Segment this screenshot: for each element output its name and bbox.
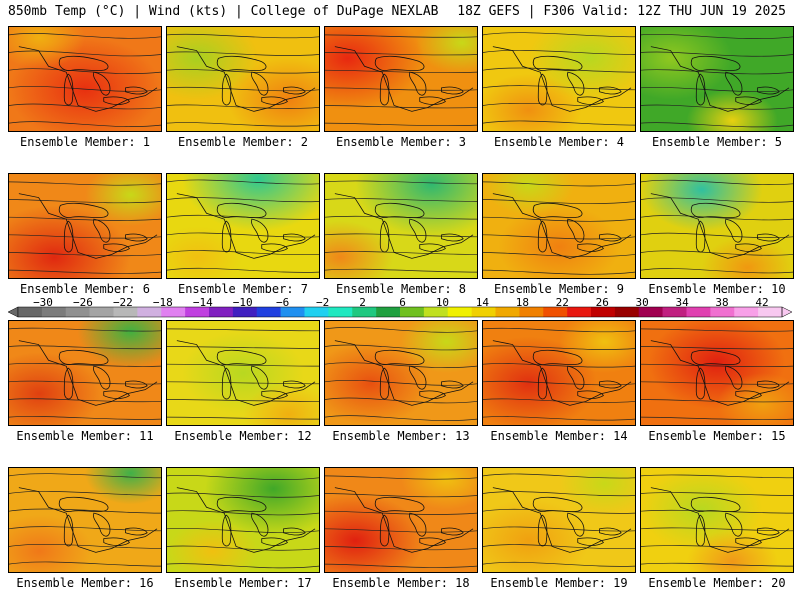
temperature-field <box>641 468 793 572</box>
temperature-field <box>9 27 161 131</box>
temperature-field <box>325 468 477 572</box>
ensemble-member-label: Ensemble Member: 4 <box>493 135 625 149</box>
temperature-field <box>483 321 635 425</box>
ensemble-member-map <box>324 173 478 279</box>
colorbar-tick: 10 <box>435 296 450 309</box>
temperature-field <box>9 174 161 278</box>
ensemble-member-label: Ensemble Member: 15 <box>648 429 786 443</box>
temperature-field <box>167 468 319 572</box>
colorbar-tick: −18 <box>152 296 173 309</box>
temperature-field <box>325 27 477 131</box>
ensemble-member-label: Ensemble Member: 16 <box>16 576 154 590</box>
temperature-field <box>641 321 793 425</box>
ensemble-member-map <box>324 26 478 132</box>
colorbar-tick: −30 <box>33 296 53 309</box>
ensemble-member-map <box>166 320 320 426</box>
temperature-field <box>167 174 319 278</box>
ensemble-member-label: Ensemble Member: 13 <box>332 429 470 443</box>
temperature-field <box>641 174 793 278</box>
ensemble-member-label: Ensemble Member: 19 <box>490 576 628 590</box>
ensemble-member-label: Ensemble Member: 2 <box>177 135 309 149</box>
temperature-field <box>641 27 793 131</box>
ensemble-member-map <box>166 173 320 279</box>
temperature-colorbar <box>8 306 792 318</box>
ensemble-member-map <box>324 320 478 426</box>
temperature-field <box>9 321 161 425</box>
colorbar-tick: 2 <box>359 296 366 309</box>
temperature-field <box>167 321 319 425</box>
temperature-field <box>167 27 319 131</box>
colorbar-tick: 30 <box>635 296 649 309</box>
colorbar-tick: 34 <box>675 296 689 309</box>
colorbar-tick: −26 <box>73 296 93 309</box>
temperature-field <box>483 174 635 278</box>
ensemble-member-map <box>482 467 636 573</box>
colorbar-tick: 38 <box>715 296 729 309</box>
colorbar-tick: −10 <box>232 296 253 309</box>
colorbar-tick: −14 <box>192 296 213 309</box>
ensemble-member-map <box>640 173 794 279</box>
ensemble-member-map <box>640 320 794 426</box>
temperature-field <box>483 468 635 572</box>
ensemble-member-map <box>640 467 794 573</box>
temperature-field <box>483 27 635 131</box>
ensemble-member-map <box>8 173 162 279</box>
ensemble-member-map <box>166 467 320 573</box>
ensemble-member-label: Ensemble Member: 12 <box>174 429 312 443</box>
colorbar-tick: 14 <box>475 296 489 309</box>
ensemble-member-label: Ensemble Member: 17 <box>174 576 312 590</box>
colorbar-tick: 18 <box>515 296 529 309</box>
ensemble-member-label: Ensemble Member: 1 <box>19 135 151 149</box>
colorbar-tick: −6 <box>276 296 290 309</box>
ensemble-member-label: Ensemble Member: 9 <box>493 282 625 296</box>
ensemble-member-label: Ensemble Member: 3 <box>335 135 467 149</box>
ensemble-member-label: Ensemble Member: 8 <box>335 282 467 296</box>
ensemble-member-label: Ensemble Member: 7 <box>177 282 309 296</box>
header-valid-time: 18Z GEFS | F306 Valid: 12Z THU JUN 19 20… <box>457 4 786 19</box>
ensemble-member-map <box>640 26 794 132</box>
ensemble-member-map <box>482 173 636 279</box>
ensemble-member-label: Ensemble Member: 6 <box>19 282 151 296</box>
header-title: 850mb Temp (°C) | Wind (kts) | College o… <box>8 4 439 19</box>
ensemble-member-map <box>482 320 636 426</box>
colorbar-tick: −2 <box>315 296 330 309</box>
ensemble-member-map <box>8 467 162 573</box>
ensemble-member-map <box>324 467 478 573</box>
ensemble-member-map <box>8 26 162 132</box>
colorbar-tick: 42 <box>755 296 769 309</box>
ensemble-member-label: Ensemble Member: 20 <box>648 576 786 590</box>
colorbar-tick: 26 <box>595 296 609 309</box>
ensemble-member-label: Ensemble Member: 11 <box>16 429 154 443</box>
ensemble-member-map <box>166 26 320 132</box>
colorbar-tick: −22 <box>112 296 133 309</box>
ensemble-member-label: Ensemble Member: 5 <box>651 135 783 149</box>
temperature-field <box>325 174 477 278</box>
ensemble-member-label: Ensemble Member: 10 <box>648 282 786 296</box>
ensemble-member-map <box>482 26 636 132</box>
temperature-field <box>325 321 477 425</box>
ensemble-member-label: Ensemble Member: 14 <box>490 429 628 443</box>
ensemble-member-map <box>8 320 162 426</box>
ensemble-member-label: Ensemble Member: 18 <box>332 576 470 590</box>
temperature-field <box>9 468 161 572</box>
colorbar-tick: 22 <box>555 296 569 309</box>
colorbar-tick: 6 <box>399 296 406 309</box>
